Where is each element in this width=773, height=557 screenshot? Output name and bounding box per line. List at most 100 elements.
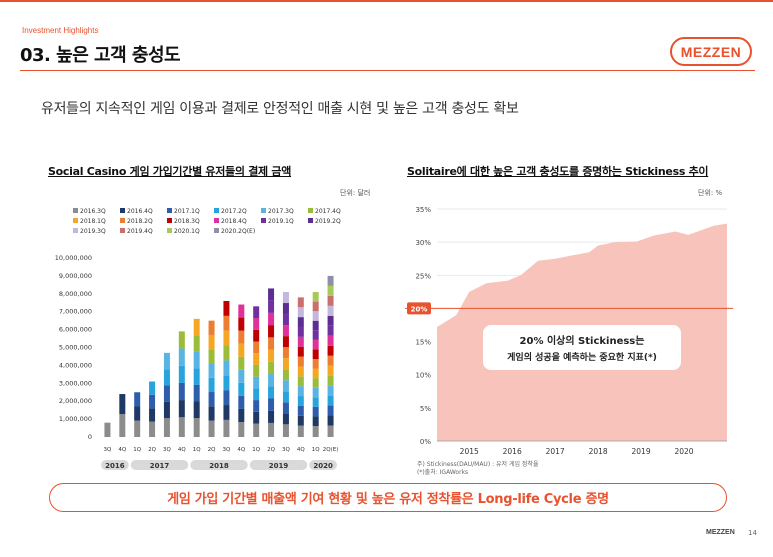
x-tick-label: 2015: [460, 447, 479, 456]
year-group-label: 2019: [269, 462, 289, 470]
legend-swatch: [214, 208, 219, 213]
bar-segment: [327, 425, 334, 437]
bar-segment: [282, 303, 289, 315]
bar-segment: [193, 368, 200, 385]
bar-segment: [297, 317, 304, 327]
bar-segment: [327, 285, 334, 296]
bar-segment: [178, 348, 185, 366]
bar-segment: [297, 336, 304, 347]
bar-segment: [223, 405, 230, 420]
legend-label: 2018.4Q: [221, 218, 247, 225]
page-title: 03. 높은 고객 충성도: [20, 45, 181, 66]
y-tick-label: 0%: [420, 438, 431, 446]
bar-segment: [312, 425, 319, 437]
x-tick-label: 1Q: [193, 447, 201, 453]
bar-segment: [208, 363, 215, 378]
bar-segment: [238, 395, 245, 409]
bar-segment: [253, 329, 260, 342]
section-label: Investment Highlights: [22, 26, 99, 35]
legend-swatch: [308, 218, 313, 223]
legend-label: 2019.2Q: [315, 218, 341, 225]
year-group-pill: [101, 460, 129, 470]
bar-segment: [297, 307, 304, 318]
legend-label: 2018.1Q: [80, 218, 106, 225]
bar-segment: [163, 401, 170, 419]
bar-segment: [238, 330, 245, 344]
legend-swatch: [261, 218, 266, 223]
bar-segment: [134, 420, 141, 437]
bar-segment: [312, 387, 319, 398]
bar-segment: [119, 414, 126, 437]
bar-segment: [282, 391, 289, 403]
bar-segment: [208, 349, 215, 364]
mezzen-logo: MEZZEN: [670, 37, 752, 66]
legend-swatch: [73, 228, 78, 233]
bar-segment: [253, 306, 260, 319]
footer-brand: MEZZEN: [706, 529, 735, 536]
x-tick-label: 2019: [632, 447, 651, 456]
x-tick-label: 2Q(E): [323, 447, 339, 453]
bar-segment: [327, 375, 334, 386]
y-tick-label: 2,000,000: [59, 397, 92, 405]
bar-segment: [312, 330, 319, 340]
callout-line-1: 20% 이상의 Stickiness는: [519, 336, 645, 347]
bar-segment: [268, 312, 275, 326]
bar-segment: [238, 382, 245, 396]
bar-segment: [178, 331, 185, 349]
legend-swatch: [167, 218, 172, 223]
year-group-label: 2020: [313, 462, 333, 470]
bar-segment: [208, 377, 215, 393]
bar-segment: [282, 369, 289, 381]
legend-label: 2019.3Q: [80, 228, 106, 235]
y-tick-label: 1,000,000: [59, 415, 92, 423]
bar-segment: [149, 408, 156, 422]
y-tick-label: 8,000,000: [59, 290, 92, 298]
bar-segment: [163, 352, 170, 370]
bar-segment: [297, 425, 304, 437]
bar-segment: [282, 314, 289, 326]
bar-segment: [297, 297, 304, 308]
legend-swatch: [120, 218, 125, 223]
bar-segment: [268, 337, 275, 350]
x-tick-label: 2Q: [148, 447, 156, 453]
bar-segment: [149, 381, 156, 395]
bar-segment: [268, 288, 275, 301]
page-number: 14: [748, 529, 757, 537]
bar-segment: [268, 300, 275, 313]
legend-swatch: [73, 208, 78, 213]
bar-segment: [327, 345, 334, 356]
reference-badge: [407, 302, 431, 315]
legend-swatch: [167, 208, 172, 213]
y-tick-label: 5,000,000: [59, 344, 92, 352]
bar-segment: [327, 395, 334, 406]
bar-segment: [149, 394, 156, 409]
legend-label: 2018.2Q: [127, 218, 153, 225]
bar-segment: [193, 351, 200, 369]
bar-segment: [163, 418, 170, 437]
stickiness-callout: 20% 이상의 Stickiness는 게임의 성공을 예측하는 중요한 지표(…: [483, 325, 681, 370]
bar-segment: [312, 359, 319, 369]
bar-segment: [223, 330, 230, 346]
legend-swatch: [120, 208, 125, 213]
bar-segment: [327, 275, 334, 286]
x-tick-label: 4Q: [178, 447, 186, 453]
bar-segment: [312, 320, 319, 331]
bar-segment: [223, 390, 230, 406]
bar-segment: [327, 385, 334, 396]
bar-segment: [312, 368, 319, 379]
bar-segment: [223, 345, 230, 361]
bar-segment: [282, 347, 289, 359]
bar-segment: [193, 401, 200, 418]
bar-segment: [282, 336, 289, 348]
y-tick-label: 4,000,000: [59, 361, 92, 369]
legend-swatch: [120, 228, 125, 233]
bar-segment: [327, 415, 334, 426]
bar-segment: [163, 385, 170, 402]
bar-segment: [134, 406, 141, 421]
legend-label: 2018.3Q: [174, 218, 200, 225]
y-tick-label: 30%: [415, 239, 431, 247]
legend-swatch: [214, 228, 219, 233]
bar-segment: [268, 361, 275, 375]
bar-segment: [327, 315, 334, 326]
